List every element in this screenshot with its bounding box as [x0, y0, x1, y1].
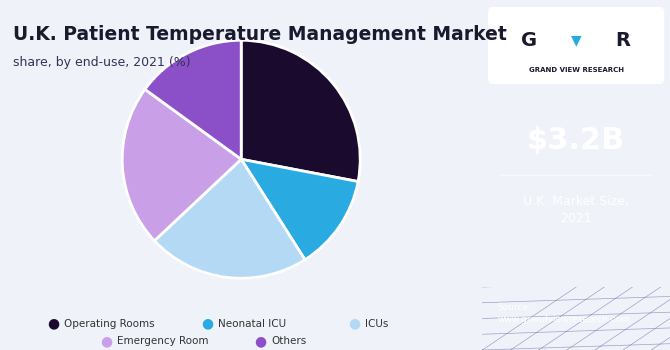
Text: $3.2B: $3.2B — [527, 126, 625, 154]
Text: ●: ● — [255, 334, 267, 348]
Text: Others: Others — [271, 336, 307, 346]
Text: Source:
www.grandviewresearch.com: Source: www.grandviewresearch.com — [497, 303, 630, 324]
Text: share, by end-use, 2021 (%): share, by end-use, 2021 (%) — [13, 56, 191, 69]
Wedge shape — [155, 159, 305, 278]
Text: GRAND VIEW RESEARCH: GRAND VIEW RESEARCH — [529, 67, 624, 73]
Text: U.K. Market Size,
2021: U.K. Market Size, 2021 — [523, 195, 629, 225]
Wedge shape — [241, 159, 358, 260]
Text: ●: ● — [348, 317, 360, 331]
Wedge shape — [241, 40, 360, 182]
Text: ICUs: ICUs — [365, 319, 389, 329]
Text: Emergency Room: Emergency Room — [117, 336, 209, 346]
Text: U.K. Patient Temperature Management Market: U.K. Patient Temperature Management Mark… — [13, 25, 507, 43]
Text: ▼: ▼ — [571, 33, 582, 47]
Text: ●: ● — [100, 334, 113, 348]
Wedge shape — [122, 89, 241, 241]
FancyBboxPatch shape — [488, 7, 665, 84]
Text: Neonatal ICU: Neonatal ICU — [218, 319, 286, 329]
Text: ●: ● — [201, 317, 213, 331]
Text: G: G — [521, 31, 537, 50]
Text: ●: ● — [47, 317, 59, 331]
Wedge shape — [145, 40, 241, 159]
Text: R: R — [616, 31, 630, 50]
Text: Operating Rooms: Operating Rooms — [64, 319, 154, 329]
